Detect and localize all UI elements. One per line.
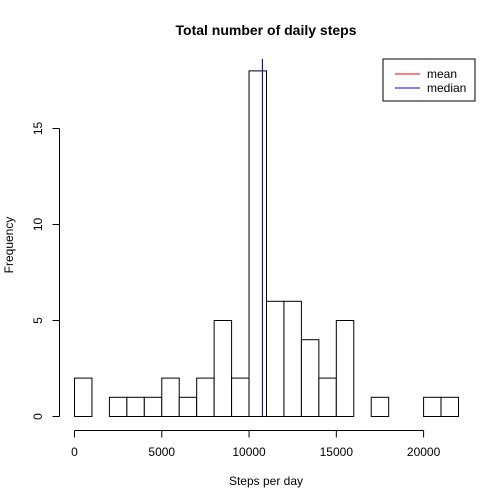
histogram-bar — [196, 377, 215, 418]
histogram-bar — [231, 377, 250, 418]
histogram-bar — [423, 396, 442, 417]
legend-box — [382, 58, 476, 102]
histogram-bar — [161, 377, 180, 418]
y-tick-label: 10 — [31, 218, 45, 232]
x-axis-label: Steps per day — [229, 474, 303, 488]
histogram-bar — [335, 320, 355, 417]
histogram-bar — [108, 396, 128, 417]
x-tick-label: 5000 — [148, 445, 175, 459]
histogram-bar — [318, 377, 337, 418]
legend-mean-label: mean — [427, 67, 457, 81]
chart-title: Total number of daily steps — [176, 22, 357, 38]
histogram-bar — [370, 396, 390, 417]
x-tick-label: 15000 — [320, 445, 354, 459]
histogram-bar — [440, 396, 459, 417]
x-axis: 0 5000 10000 15000 20000 — [71, 430, 441, 459]
histogram-bar — [178, 396, 198, 417]
histogram-bar — [283, 300, 302, 417]
bars-group — [74, 70, 459, 418]
x-tick-label: 20000 — [407, 445, 441, 459]
legend: mean median — [382, 58, 476, 102]
y-tick-label: 15 — [31, 122, 45, 136]
y-axis: 0 5 10 15 — [31, 122, 60, 420]
legend-median-label: median — [427, 81, 466, 95]
histogram-bar — [300, 339, 320, 418]
x-tick-label: 0 — [71, 445, 78, 459]
histogram-bar — [143, 396, 163, 417]
y-tick-label: 5 — [31, 317, 45, 324]
histogram-bar — [248, 70, 268, 418]
y-tick-label: 0 — [31, 413, 45, 420]
y-axis-label: Frequency — [2, 217, 16, 274]
histogram-bar — [266, 300, 285, 417]
histogram-bar — [74, 377, 93, 418]
x-tick-label: 10000 — [232, 445, 266, 459]
histogram-bar — [126, 396, 145, 417]
histogram-bar — [213, 320, 233, 417]
